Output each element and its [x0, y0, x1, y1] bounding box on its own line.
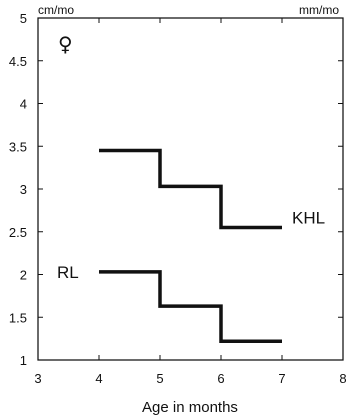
y-tick-label: 3	[20, 182, 27, 197]
x-tick-label: 7	[278, 371, 285, 386]
x-tick-label: 3	[34, 371, 41, 386]
x-tick-label: 4	[95, 371, 102, 386]
right-axis-unit-label: mm/mo	[299, 3, 339, 17]
series-label-rl: RL	[57, 263, 79, 282]
ticks-layer	[37, 17, 344, 361]
x-tick-label: 6	[217, 371, 224, 386]
x-tick-label: 5	[156, 371, 163, 386]
y-tick-label: 4	[20, 97, 27, 112]
female-symbol-icon: ♀	[58, 32, 73, 56]
y-tick-label: 3.5	[9, 139, 27, 154]
axes-layer	[37, 17, 344, 361]
series-label-khl: KHL	[292, 208, 325, 227]
y-tick-label: 5	[20, 11, 27, 26]
series-layer	[99, 148, 282, 343]
series-line-khl	[99, 148, 282, 230]
y-tick-label: 4.5	[9, 54, 27, 69]
y-tick-label: 2.5	[9, 225, 27, 240]
y-tick-label: 2	[20, 268, 27, 283]
plot-frame	[37, 17, 344, 361]
y-tick-label: 1	[20, 353, 27, 368]
y-tick-label: 1.5	[9, 310, 27, 325]
left-axis-unit-label: cm/mo	[38, 3, 74, 17]
x-axis-label: Age in months	[142, 399, 238, 416]
x-tick-label: 8	[339, 371, 346, 386]
series-line-rl	[99, 270, 282, 343]
labels-layer: 3 4 5 6 7 8 1 1.5 2 2.5 3 3.5 4 4.5 5 KHL RL	[9, 11, 347, 386]
